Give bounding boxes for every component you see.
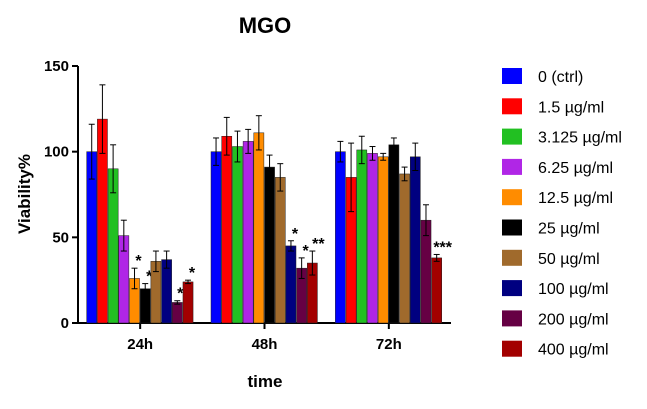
bar	[274, 177, 286, 324]
y-tick-label: 100	[44, 144, 69, 161]
y-tick-label: 50	[52, 229, 69, 246]
bar	[356, 149, 368, 324]
bar	[367, 153, 378, 324]
legend-swatch	[502, 249, 522, 266]
legend-swatch	[502, 128, 522, 145]
legend-label: 25 µg/ml	[538, 221, 600, 238]
legend-swatch	[502, 280, 522, 297]
legend-label: 12.5 µg/ml	[538, 190, 613, 207]
legend-swatch	[502, 189, 522, 206]
significance-marker: **	[312, 236, 325, 253]
legend-swatch	[502, 219, 522, 236]
legend-swatch	[502, 158, 522, 175]
bar	[221, 135, 233, 324]
significance-marker: *	[292, 226, 299, 243]
bar	[253, 132, 265, 324]
bar	[399, 173, 410, 324]
significance-marker: *	[189, 265, 196, 282]
x-tick-label: 72h	[376, 336, 402, 353]
y-tick-label: 150	[44, 58, 69, 75]
bar	[161, 259, 172, 324]
bar	[172, 302, 183, 324]
bar	[431, 257, 442, 324]
bar	[285, 245, 297, 324]
bar	[242, 141, 254, 324]
legend-label: 1.5 µg/ml	[538, 99, 604, 116]
bar	[377, 156, 389, 324]
bar	[232, 146, 243, 324]
legend-label: 100 µg/ml	[538, 281, 609, 298]
significance-marker: ***	[433, 239, 452, 256]
x-tick-label: 48h	[252, 336, 278, 353]
bar	[182, 281, 194, 324]
significance-marker: *	[135, 253, 142, 270]
significance-marker: *	[303, 243, 310, 260]
legend-label: 3.125 µg/ml	[538, 130, 622, 147]
y-axis-label: Viability%	[15, 154, 34, 234]
bar	[210, 151, 222, 324]
legend-swatch	[502, 340, 522, 357]
legend: 0 (ctrl) 1.5 µg/ml 3.125 µg/ml 6.25 µg/ml 12…	[502, 68, 622, 359]
bar	[388, 144, 400, 324]
bar	[409, 156, 421, 324]
legend-label: 6.25 µg/ml	[538, 160, 613, 177]
y-tick-label: 0	[61, 315, 69, 332]
legend-label: 400 µg/ml	[538, 342, 609, 359]
significance-marker: *	[146, 269, 153, 286]
legend-swatch	[502, 98, 522, 115]
bar	[264, 166, 275, 324]
legend-swatch	[502, 310, 522, 327]
legend-label: 0 (ctrl)	[538, 69, 583, 86]
chart-title: MGO	[239, 13, 292, 38]
legend-label: 50 µg/ml	[538, 251, 600, 268]
x-axis-label: time	[248, 372, 283, 391]
legend-swatch	[502, 68, 522, 84]
x-tick-label: 24h	[127, 336, 153, 353]
legend-label: 200 µg/ml	[538, 311, 609, 328]
bar	[335, 151, 346, 324]
